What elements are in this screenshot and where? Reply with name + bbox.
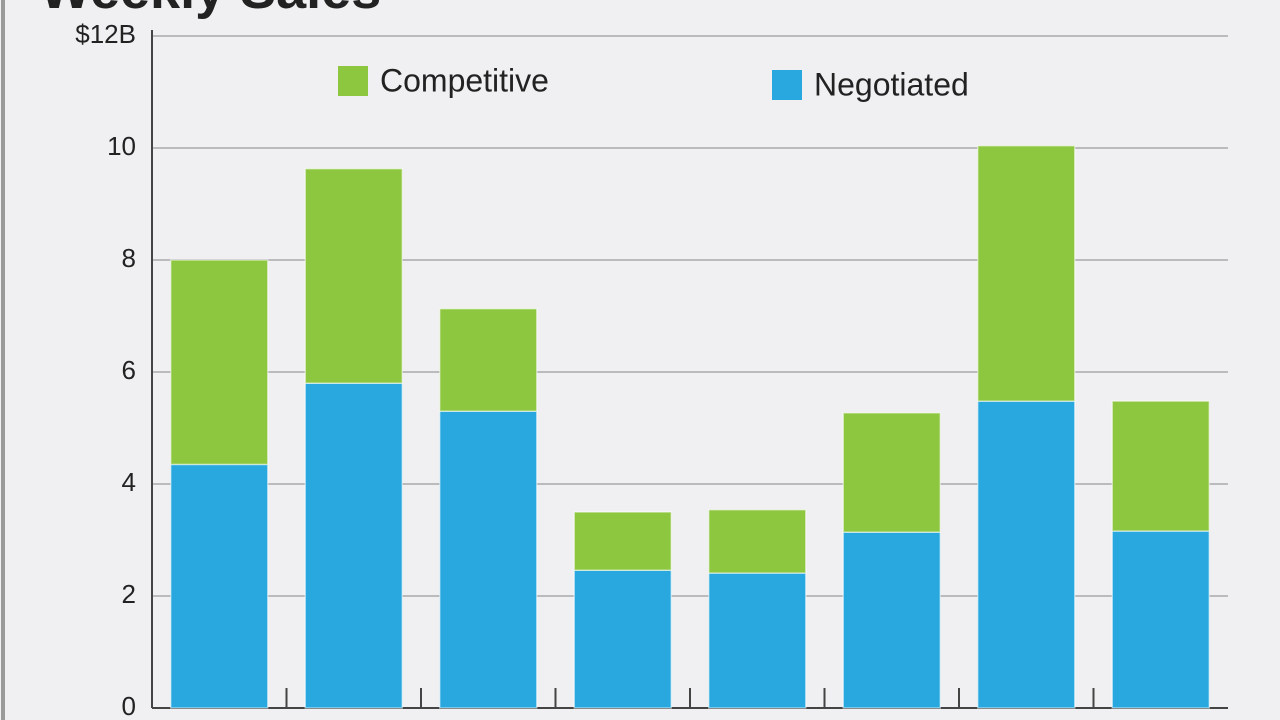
bar-segment [304,167,403,384]
bar-segment [573,511,672,571]
legend-label: Negotiated [814,66,969,102]
bar-segment [842,531,941,709]
bar-segment [708,572,807,709]
bar-segment [1111,400,1210,532]
y-tick-label: 10 [107,131,136,161]
y-tick-label: 2 [122,579,136,609]
bar-segment [170,463,269,709]
y-tick-label: 0 [122,691,136,720]
bar-segment [439,307,538,412]
bar-segment [842,412,941,533]
bar-segment [977,145,1076,402]
bar-segment [1111,530,1210,709]
bar-segment [573,569,672,709]
chart-title: Weekly Sales [40,0,381,20]
y-tick-label: 8 [122,243,136,273]
bar-segment [170,259,269,466]
bar-segment [304,382,403,709]
legend-label: Competitive [380,62,549,98]
y-tick-label: $12B [75,19,136,49]
bar-segment [439,410,538,709]
legend-swatch [338,66,368,96]
bar-segment [977,400,1076,709]
bar-segment [708,509,807,574]
y-tick-label: 4 [122,467,136,497]
legend-swatch [772,70,802,100]
y-tick-label: 6 [122,355,136,385]
